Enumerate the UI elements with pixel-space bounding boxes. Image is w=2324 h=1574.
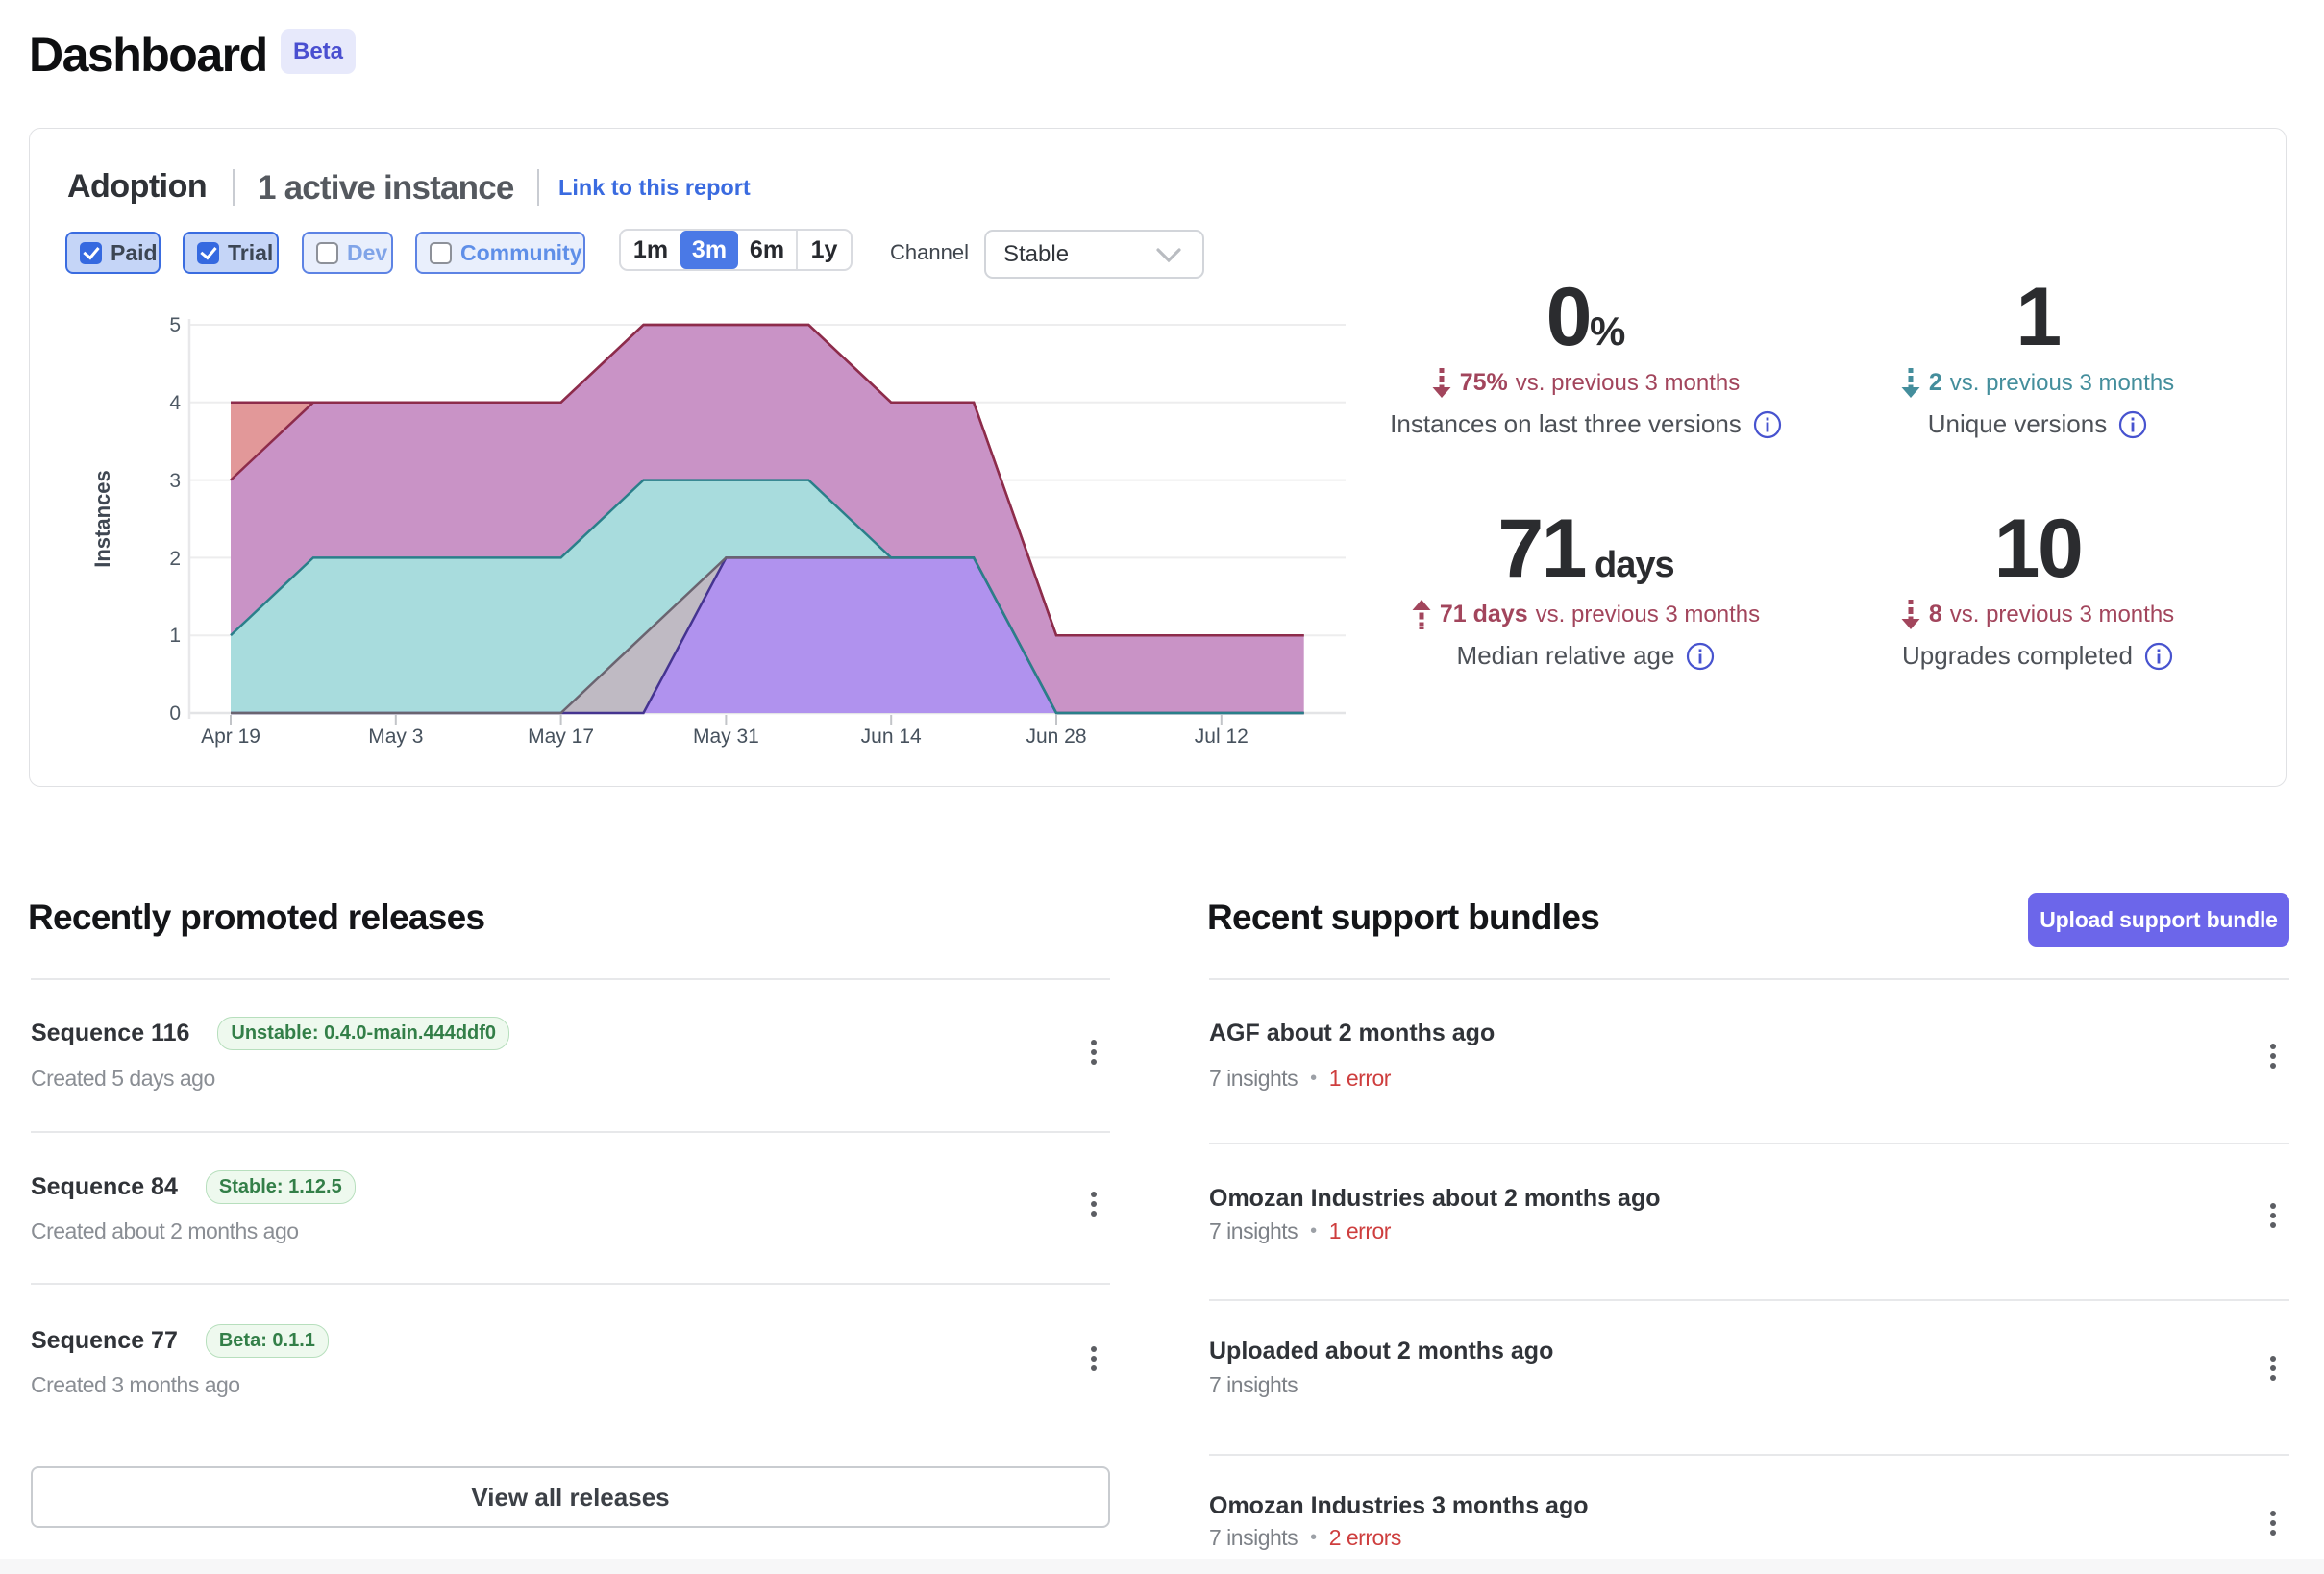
svg-text:0: 0 xyxy=(169,702,181,725)
svg-text:4: 4 xyxy=(169,392,181,414)
svg-text:5: 5 xyxy=(169,314,181,336)
svg-text:Jul 12: Jul 12 xyxy=(1195,726,1249,748)
svg-text:May 3: May 3 xyxy=(368,726,423,748)
svg-text:May 17: May 17 xyxy=(528,726,594,748)
svg-text:Instances: Instances xyxy=(90,470,114,568)
svg-text:Jun 28: Jun 28 xyxy=(1026,726,1086,748)
svg-text:Apr 19: Apr 19 xyxy=(201,726,260,748)
svg-text:Jun 14: Jun 14 xyxy=(861,726,922,748)
svg-text:May 31: May 31 xyxy=(693,726,759,748)
svg-text:2: 2 xyxy=(169,548,181,570)
svg-text:1: 1 xyxy=(169,625,181,647)
svg-text:3: 3 xyxy=(169,470,181,492)
